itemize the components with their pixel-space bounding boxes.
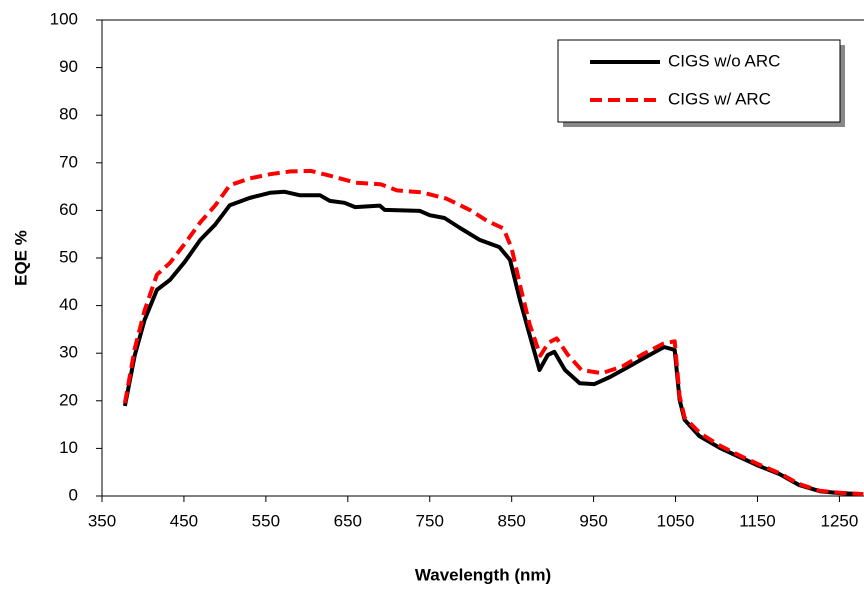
y-tick-label: 10 bbox=[59, 438, 78, 457]
y-tick-label: 40 bbox=[59, 295, 78, 314]
y-tick-label: 0 bbox=[69, 485, 78, 504]
x-tick-label: 750 bbox=[416, 511, 444, 530]
x-tick-label: 950 bbox=[579, 511, 607, 530]
y-tick-label: 20 bbox=[59, 390, 78, 409]
y-tick-label: 90 bbox=[59, 57, 78, 76]
y-tick-label: 100 bbox=[50, 9, 78, 28]
x-tick-label: 1050 bbox=[657, 511, 695, 530]
y-tick-label: 80 bbox=[59, 105, 78, 124]
x-tick-label: 650 bbox=[334, 511, 362, 530]
x-tick-label: 450 bbox=[170, 511, 198, 530]
x-tick-label: 350 bbox=[88, 511, 116, 530]
y-tick-label: 50 bbox=[59, 247, 78, 266]
series-line bbox=[122, 189, 864, 497]
y-tick-label: 60 bbox=[59, 200, 78, 219]
y-axis-title: EQE % bbox=[11, 230, 30, 286]
x-tick-label: 850 bbox=[497, 511, 525, 530]
legend-label: CIGS w/o ARC bbox=[668, 51, 780, 70]
x-tick-label: 1150 bbox=[739, 511, 776, 530]
y-tick-label: 70 bbox=[59, 152, 78, 171]
legend-box bbox=[557, 39, 841, 123]
y-tick-label: 30 bbox=[59, 343, 78, 362]
legend-label: CIGS w/ ARC bbox=[668, 89, 771, 108]
series-line bbox=[122, 168, 864, 497]
x-tick-label: 550 bbox=[252, 511, 280, 530]
x-axis-title: Wavelength (nm) bbox=[415, 565, 551, 584]
x-tick-label: 1250 bbox=[821, 511, 859, 530]
